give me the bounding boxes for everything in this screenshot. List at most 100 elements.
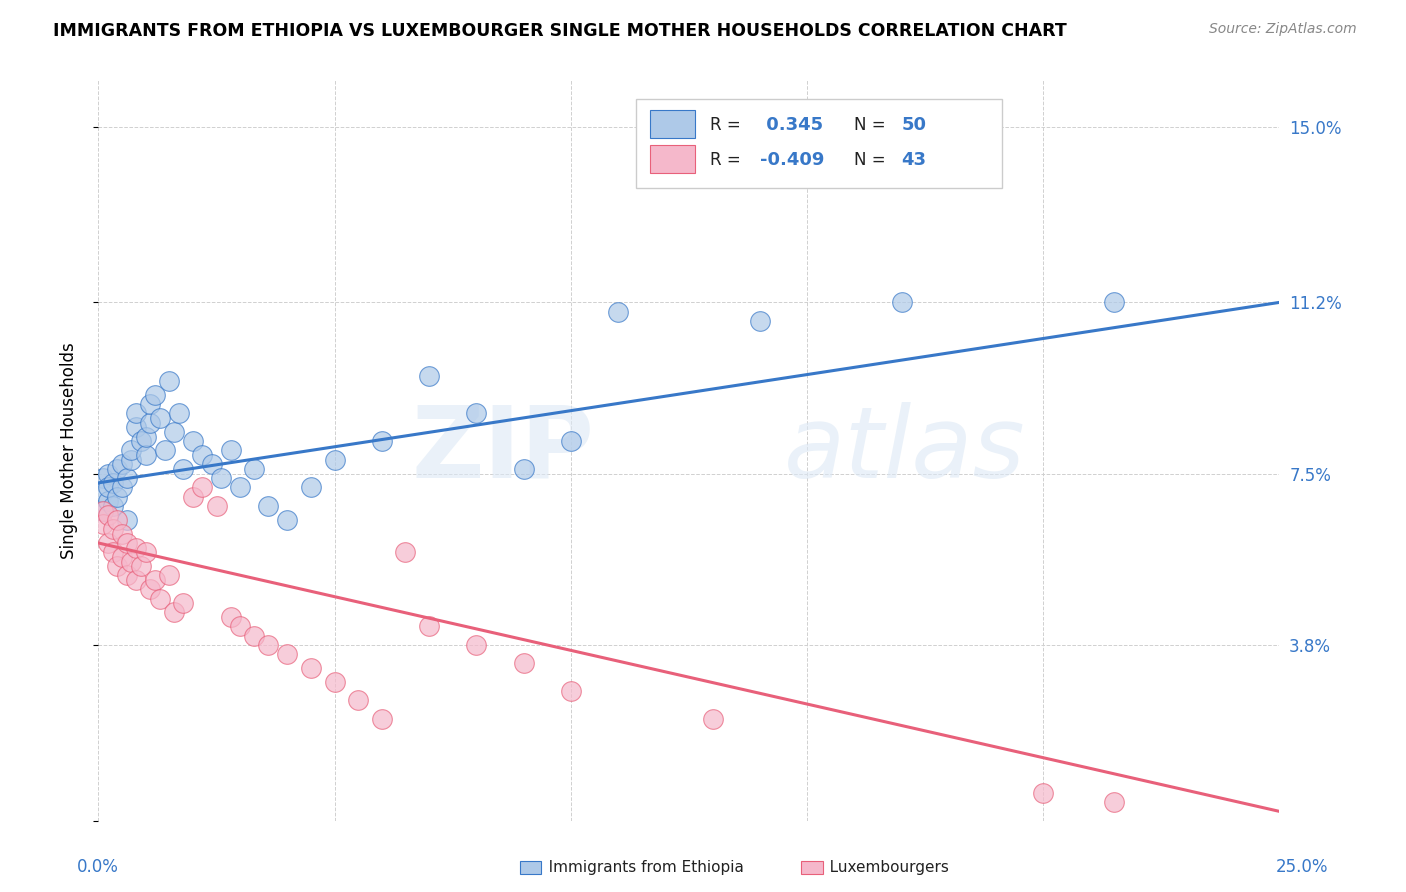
Point	[105, 513, 128, 527]
Text: 0.0%: 0.0%	[77, 858, 120, 876]
Bar	[801, 861, 823, 874]
Text: R =: R =	[710, 116, 747, 134]
Point	[181, 434, 204, 449]
Text: 43: 43	[901, 152, 927, 169]
Point	[299, 661, 322, 675]
Point	[91, 503, 114, 517]
Point	[219, 610, 242, 624]
Point	[219, 443, 242, 458]
Text: Source: ZipAtlas.com: Source: ZipAtlas.com	[1209, 22, 1357, 37]
Text: 25.0%: 25.0%	[1277, 858, 1329, 876]
Text: -0.409: -0.409	[759, 152, 824, 169]
Point	[121, 452, 143, 467]
Point	[243, 628, 266, 642]
Point	[890, 295, 912, 310]
FancyBboxPatch shape	[650, 145, 695, 173]
Point	[105, 462, 128, 476]
Point	[101, 545, 124, 559]
Point	[1102, 295, 1125, 310]
Point	[163, 606, 186, 620]
Point	[105, 490, 128, 504]
Point	[105, 559, 128, 574]
Point	[129, 434, 152, 449]
Point	[209, 471, 232, 485]
Text: ZIP: ZIP	[412, 402, 595, 499]
Point	[115, 471, 138, 485]
Point	[465, 638, 488, 652]
Point	[97, 536, 120, 550]
Point	[347, 693, 370, 707]
Point	[143, 388, 166, 402]
Point	[394, 545, 416, 559]
Point	[181, 490, 204, 504]
Point	[111, 549, 134, 564]
Point	[299, 481, 322, 495]
Point	[97, 494, 120, 508]
Point	[121, 554, 143, 569]
Point	[91, 517, 114, 532]
Point	[115, 568, 138, 582]
Point	[1032, 786, 1054, 800]
Point	[229, 481, 252, 495]
Point	[111, 481, 134, 495]
Point	[229, 619, 252, 633]
Text: 0.345: 0.345	[759, 116, 823, 134]
Point	[1102, 795, 1125, 809]
Point	[97, 481, 120, 495]
Bar	[520, 861, 541, 874]
Point	[111, 526, 134, 541]
Text: Immigrants from Ethiopia: Immigrants from Ethiopia	[534, 860, 744, 874]
Point	[125, 420, 148, 434]
Text: N =: N =	[855, 116, 891, 134]
Point	[371, 712, 394, 726]
Point	[149, 591, 172, 606]
Point	[465, 407, 488, 421]
Point	[101, 475, 124, 490]
Text: atlas: atlas	[783, 402, 1025, 499]
Point	[323, 452, 346, 467]
Point	[702, 712, 724, 726]
Point	[135, 429, 157, 443]
FancyBboxPatch shape	[636, 99, 1002, 187]
Y-axis label: Single Mother Households: Single Mother Households	[59, 343, 77, 558]
Point	[101, 499, 124, 513]
Point	[205, 499, 228, 513]
Point	[139, 397, 162, 411]
Point	[512, 462, 534, 476]
Point	[111, 458, 134, 472]
Point	[167, 407, 190, 421]
Text: 50: 50	[901, 116, 927, 134]
Point	[418, 619, 440, 633]
Point	[418, 369, 440, 384]
Text: N =: N =	[855, 152, 891, 169]
Point	[101, 522, 124, 536]
Point	[149, 411, 172, 425]
Point	[91, 471, 114, 485]
Point	[201, 458, 224, 472]
Text: R =: R =	[710, 152, 747, 169]
Point	[607, 304, 630, 318]
Point	[153, 443, 176, 458]
Point	[257, 638, 280, 652]
Point	[121, 443, 143, 458]
Point	[748, 314, 770, 328]
Point	[257, 499, 280, 513]
Text: IMMIGRANTS FROM ETHIOPIA VS LUXEMBOURGER SINGLE MOTHER HOUSEHOLDS CORRELATION CH: IMMIGRANTS FROM ETHIOPIA VS LUXEMBOURGER…	[53, 22, 1067, 40]
Point	[157, 374, 180, 388]
Point	[97, 467, 120, 481]
Point	[172, 462, 194, 476]
Point	[97, 508, 120, 523]
Point	[115, 536, 138, 550]
Point	[129, 559, 152, 574]
Point	[125, 407, 148, 421]
Point	[191, 448, 214, 462]
Text: Luxembourgers: Luxembourgers	[815, 860, 949, 874]
Point	[323, 674, 346, 689]
Point	[163, 425, 186, 439]
Point	[157, 568, 180, 582]
Point	[125, 541, 148, 555]
Point	[139, 416, 162, 430]
Point	[143, 573, 166, 587]
FancyBboxPatch shape	[650, 110, 695, 138]
Point	[276, 513, 298, 527]
